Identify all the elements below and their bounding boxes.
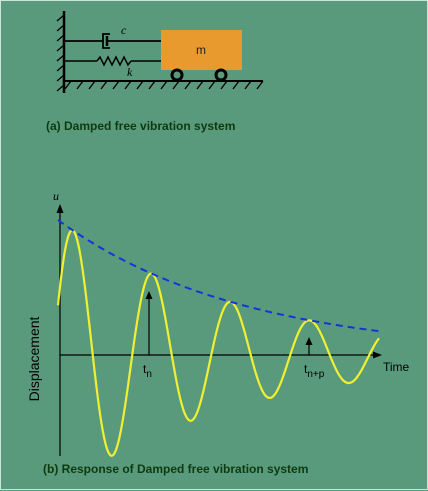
tnp-label-main: t xyxy=(304,362,308,376)
x-axis-title: Time xyxy=(383,360,410,374)
left-wheel xyxy=(170,68,184,82)
y-axis-title: Displacement xyxy=(26,316,42,401)
tn-marker-arrowhead xyxy=(145,291,153,299)
tnp-label-sub: n+p xyxy=(307,369,324,380)
system-caption: (a) Damped free vibration system xyxy=(46,119,235,133)
damper xyxy=(64,33,161,49)
decay-envelope xyxy=(57,219,380,333)
spring-label: k xyxy=(127,65,133,79)
tnp-marker-arrowhead xyxy=(305,337,313,345)
damped-system-diagram: c k m xyxy=(56,11,264,93)
y-axis-arrowhead xyxy=(56,204,64,213)
tn-label-main: t xyxy=(143,362,147,376)
response-caption: (b) Response of Damped free vibration sy… xyxy=(43,462,308,476)
mass-block xyxy=(161,30,242,70)
mass-label: m xyxy=(196,43,206,57)
spring xyxy=(64,55,161,67)
damper-label: c xyxy=(121,23,127,37)
tn-label-sub: n xyxy=(146,369,152,380)
ground-hatching xyxy=(64,80,264,90)
tn-label: tn xyxy=(143,362,152,380)
y-axis-label: u xyxy=(53,189,59,203)
tnp-label: tn+p xyxy=(304,362,325,380)
response-plot: u Displacement Time tn tn+p xyxy=(26,189,410,457)
x-axis-arrowhead xyxy=(373,351,382,359)
right-wheel xyxy=(214,68,228,82)
wall-hatching xyxy=(56,14,65,92)
displacement-curve xyxy=(56,229,380,457)
